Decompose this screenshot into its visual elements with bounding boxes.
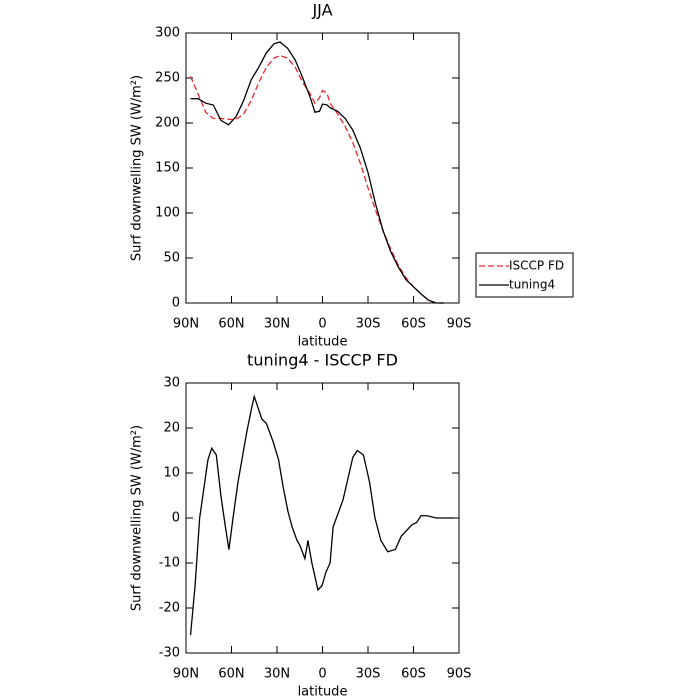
x-tick-label: 30S <box>356 667 381 682</box>
chart-title: JJA <box>311 1 332 20</box>
x-tick-label: 90N <box>173 317 199 332</box>
y-tick-label: 20 <box>163 421 180 436</box>
y-tick-label: 200 <box>155 116 180 131</box>
y-tick-label: 30 <box>163 376 180 391</box>
legend-label: ISCCP FD <box>509 259 564 273</box>
x-tick-label: 60N <box>218 317 244 332</box>
y-tick-label: -10 <box>159 556 180 571</box>
data-line <box>190 41 444 304</box>
x-axis-title: latitude <box>298 685 348 700</box>
data-line <box>189 394 455 636</box>
y-tick-label: -20 <box>159 601 180 616</box>
x-tick-label: 90S <box>447 317 472 332</box>
data-line <box>189 54 444 304</box>
y-tick-label: -30 <box>159 646 180 661</box>
x-tick-label: 0 <box>318 317 326 332</box>
legend-box <box>475 252 574 298</box>
x-tick-label: 60S <box>401 667 426 682</box>
x-tick-label: 30N <box>264 667 290 682</box>
y-tick-label: 0 <box>172 296 180 311</box>
x-tick-label: 60N <box>218 667 244 682</box>
y-tick-label: 250 <box>155 71 180 86</box>
y-tick-label: 100 <box>155 206 180 221</box>
x-tick-label: 90S <box>447 667 472 682</box>
x-axis-title: latitude <box>298 335 348 350</box>
x-tick-label: 60S <box>401 317 426 332</box>
y-tick-label: 10 <box>163 466 180 481</box>
x-tick-label: 30S <box>356 317 381 332</box>
y-tick-label: 300 <box>155 26 180 41</box>
chart-title: tuning4 - ISCCP FD <box>247 351 398 370</box>
y-tick-label: 0 <box>172 511 180 526</box>
y-tick-label: 50 <box>163 251 180 266</box>
y-axis-title: Surf downwelling SW (W/m²) <box>130 425 145 611</box>
y-axis-title: Surf downwelling SW (W/m²) <box>130 75 145 261</box>
x-tick-label: 30N <box>264 317 290 332</box>
plot-frame <box>185 32 460 304</box>
plot-frame <box>185 382 460 654</box>
legend-label: tuning4 <box>509 278 555 292</box>
x-tick-label: 0 <box>318 667 326 682</box>
x-tick-label: 90N <box>173 667 199 682</box>
y-tick-label: 150 <box>155 161 180 176</box>
